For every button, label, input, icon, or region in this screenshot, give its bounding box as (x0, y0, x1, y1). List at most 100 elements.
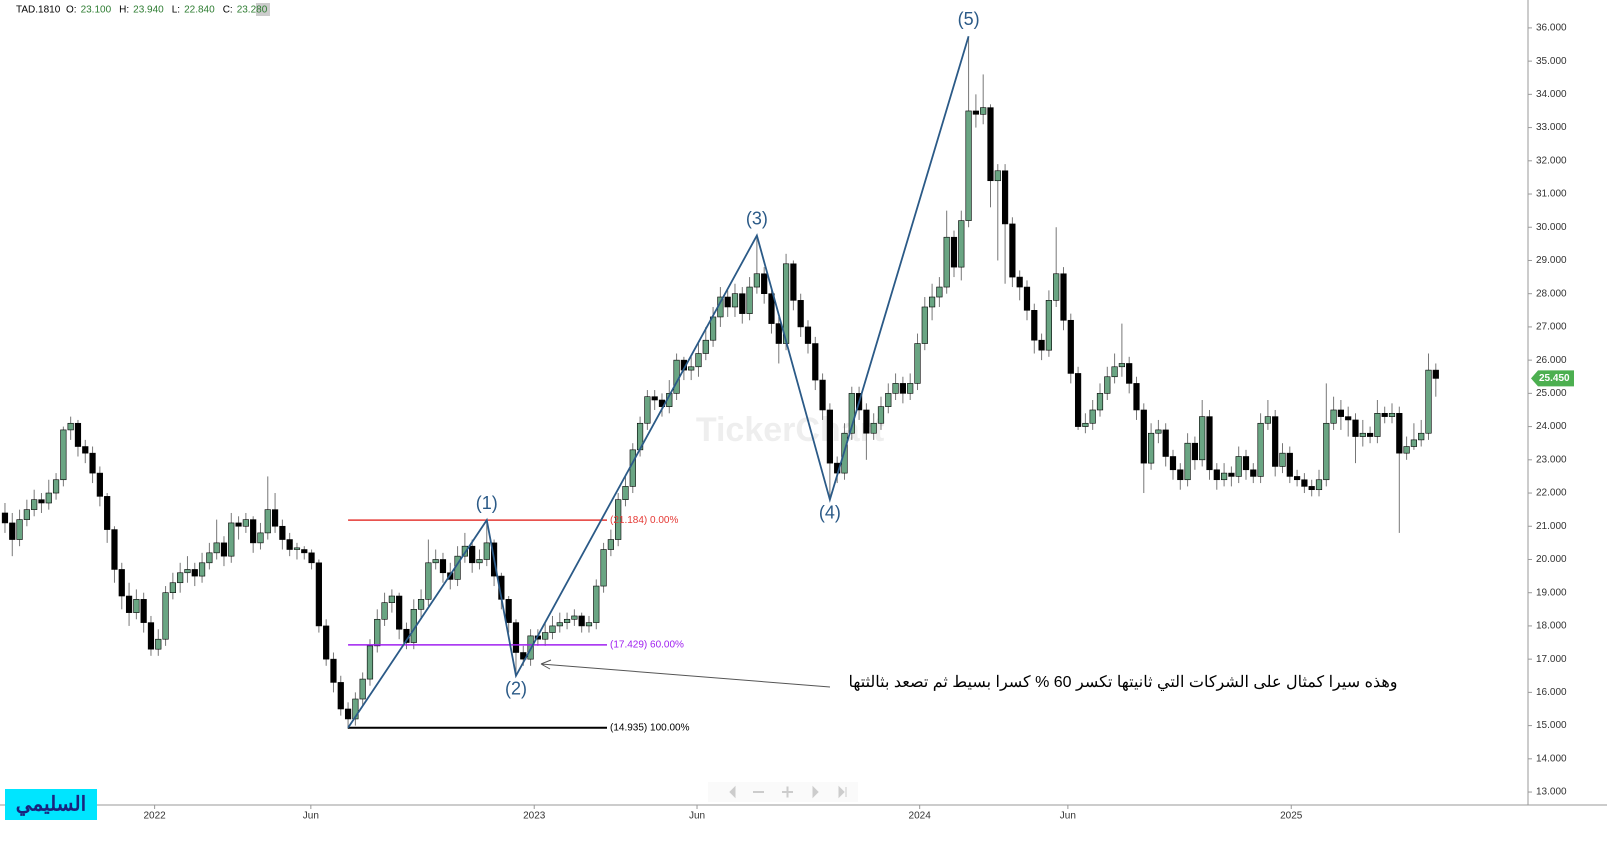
y-tick-label: 28.000 (1536, 288, 1567, 299)
symbol: TAD.1810 (16, 5, 61, 16)
candle-body (271, 509, 279, 527)
candle-body (1147, 432, 1155, 464)
y-tick-label: 24.000 (1536, 421, 1567, 432)
candle-body (1228, 472, 1235, 477)
header-key: H: (119, 5, 129, 16)
candle-body (1001, 170, 1009, 225)
candle-body (1126, 363, 1133, 384)
candle-body (812, 343, 819, 381)
candle-body (1345, 416, 1352, 421)
candle-body (1104, 376, 1111, 394)
candle-body (118, 569, 125, 597)
candle-body (461, 545, 468, 557)
candle-body (695, 353, 702, 368)
scroll-right[interactable] (812, 785, 819, 799)
y-tick-label: 13.000 (1536, 787, 1567, 798)
last-price-label: 25.450 (1539, 373, 1570, 384)
fib-label: (21.184) 0.00% (610, 515, 678, 526)
candle-body (374, 618, 381, 647)
candle-body (571, 615, 578, 620)
candle-body (615, 499, 622, 540)
candle-body (1096, 393, 1104, 411)
candle-body (206, 552, 213, 564)
candle-body (155, 638, 162, 650)
candle-body (936, 286, 943, 298)
candle-body (950, 236, 958, 268)
candle-body (512, 622, 520, 653)
x-tick-label: 2024 (909, 811, 932, 822)
x-tick-label: 2025 (1280, 811, 1303, 822)
y-tick-label: 22.000 (1536, 488, 1567, 499)
logo: السليمي (16, 793, 86, 816)
header-button[interactable] (256, 3, 270, 16)
candle-body (1366, 432, 1374, 437)
candle-body (819, 379, 826, 411)
zoom-in[interactable] (782, 786, 793, 798)
candle-body (542, 632, 549, 640)
candle-body (242, 519, 249, 527)
candle-body (104, 496, 111, 530)
candle-body (578, 615, 585, 627)
candle-body (1323, 422, 1330, 481)
candle-body (1352, 419, 1359, 437)
candle-body (381, 602, 388, 620)
y-tick-label: 26.000 (1536, 355, 1567, 366)
candle-body (731, 293, 739, 308)
candle-body (286, 539, 293, 550)
candle-body (425, 562, 432, 600)
scroll-left[interactable] (729, 785, 736, 799)
candle-body (644, 396, 651, 424)
candle-body (1, 512, 9, 524)
candle-body (688, 366, 695, 371)
y-tick-label: 32.000 (1536, 155, 1567, 166)
wave-label: (5) (958, 9, 980, 29)
candle-body (914, 343, 921, 384)
y-tick-label: 30.000 (1536, 222, 1567, 233)
candle-body (439, 559, 447, 574)
header-value: 22.840 (184, 5, 215, 16)
candle-body (9, 522, 16, 540)
y-tick-label: 19.000 (1536, 587, 1567, 598)
candle-body (1388, 412, 1396, 417)
candle-body (213, 542, 220, 554)
candle-body (585, 622, 593, 627)
candle-body (60, 429, 67, 481)
wave-label: (4) (819, 502, 841, 522)
last-price-badge (1531, 370, 1574, 387)
y-tick-label: 34.000 (1536, 89, 1567, 100)
candle-body (89, 452, 96, 474)
y-tick-label: 21.000 (1536, 521, 1567, 532)
candle-body (1279, 452, 1286, 467)
candle-body (82, 446, 89, 454)
wave-label: (3) (746, 208, 768, 228)
candle-body (476, 559, 483, 564)
candle-body (1235, 456, 1242, 477)
candle-body (1213, 469, 1220, 481)
candle-body (870, 422, 877, 434)
candle-body (1381, 412, 1388, 417)
candle-body (38, 499, 45, 504)
candle-body (1060, 273, 1067, 321)
candle-body (1330, 409, 1337, 424)
candle-body (549, 625, 556, 633)
candle-body (797, 300, 804, 328)
candle-body (753, 273, 760, 288)
candle-body (724, 296, 731, 308)
candle-body (1031, 310, 1038, 341)
candle-body (147, 622, 155, 650)
candle-body (133, 599, 140, 613)
y-tick-label: 36.000 (1536, 23, 1567, 34)
y-tick-label: 17.000 (1536, 654, 1567, 665)
scroll-end[interactable] (838, 785, 847, 799)
candle-body (125, 595, 133, 613)
candle-body (892, 383, 899, 394)
candle-body (1162, 429, 1169, 457)
candle-body (1067, 319, 1074, 374)
candle-body (1374, 412, 1381, 437)
candle-body (388, 595, 395, 603)
candle-body (761, 273, 768, 294)
candle-body (673, 359, 680, 394)
candle-body (1169, 456, 1177, 471)
candle-body (301, 549, 308, 554)
candle-body (23, 509, 30, 520)
